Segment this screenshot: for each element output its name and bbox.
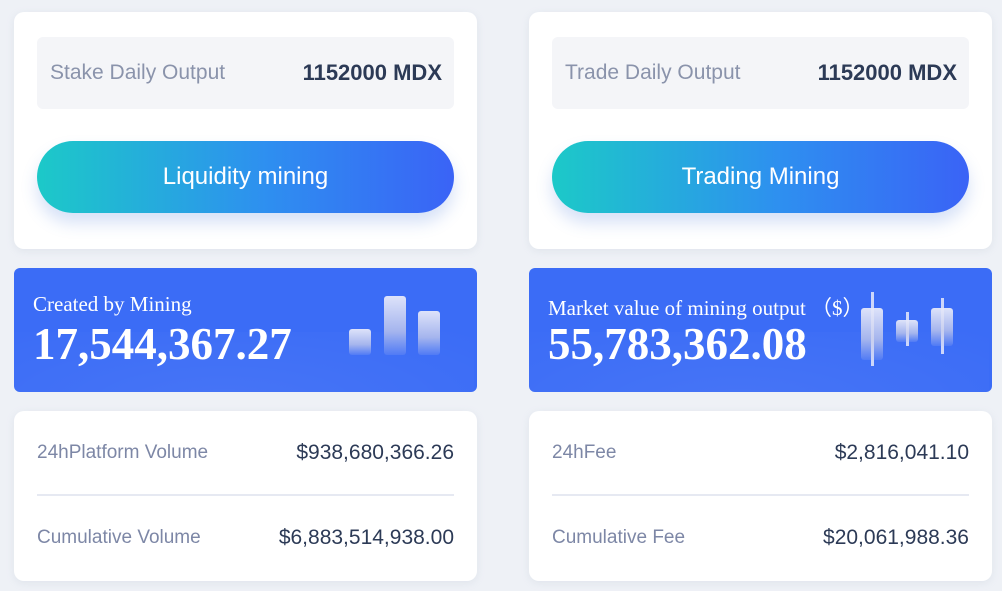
stat-value: $2,816,041.10: [834, 441, 969, 464]
divider: [552, 494, 969, 496]
bar-chart-icon: [347, 294, 447, 364]
market-value-title: Market value of mining output （$）: [548, 296, 864, 320]
created-by-mining-title: Created by Mining: [33, 292, 192, 316]
fee-stats-card: 24hFee $2,816,041.10 Cumulative Fee $20,…: [529, 411, 992, 581]
stake-daily-output-label: Stake Daily Output: [50, 61, 226, 84]
divider: [37, 494, 454, 496]
stat-row-24h-volume: 24hPlatform Volume $938,680,366.26: [37, 439, 454, 467]
market-value-value: 55,783,362.08: [548, 319, 807, 369]
volume-stats-card: 24hPlatform Volume $938,680,366.26 Cumul…: [14, 411, 477, 581]
stat-row-24h-fee: 24hFee $2,816,041.10: [552, 439, 969, 467]
stake-daily-output-value: 1152000 MDX: [302, 60, 442, 85]
created-by-mining-card: Created by Mining 17,544,367.27: [14, 268, 477, 392]
liquidity-mining-button[interactable]: Liquidity mining: [37, 141, 454, 213]
card-glow: [529, 332, 989, 392]
created-by-mining-value: 17,544,367.27: [33, 319, 292, 369]
stat-value: $20,061,988.36: [823, 526, 969, 549]
market-value-card: Market value of mining output （$） 55,783…: [529, 268, 992, 392]
trade-daily-output-label: Trade Daily Output: [565, 61, 741, 84]
stat-label: Cumulative Volume: [37, 527, 201, 548]
stat-label: 24hPlatform Volume: [37, 442, 209, 463]
stat-value: $6,883,514,938.00: [278, 526, 454, 549]
stat-label: Cumulative Fee: [552, 527, 686, 548]
candlestick-icon: [859, 290, 959, 368]
trade-daily-output-value: 1152000 MDX: [817, 60, 957, 85]
stat-value: $938,680,366.26: [296, 441, 454, 464]
trade-output-card: Trade Daily Output 1152000 MDX Trading M…: [529, 12, 992, 249]
trade-daily-output-row: Trade Daily Output 1152000 MDX: [552, 37, 969, 109]
stake-daily-output-row: Stake Daily Output 1152000 MDX: [37, 37, 454, 109]
trading-mining-button[interactable]: Trading Mining: [552, 141, 969, 213]
stat-row-cumulative-fee: Cumulative Fee $20,061,988.36: [552, 524, 969, 552]
stat-label: 24hFee: [552, 442, 617, 463]
stat-row-cumulative-volume: Cumulative Volume $6,883,514,938.00: [37, 524, 454, 552]
stake-output-card: Stake Daily Output 1152000 MDX Liquidity…: [14, 12, 477, 249]
